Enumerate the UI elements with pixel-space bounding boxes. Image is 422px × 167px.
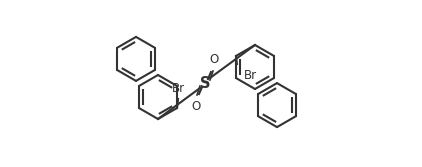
- Text: Br: Br: [171, 82, 184, 95]
- Text: Br: Br: [244, 69, 257, 82]
- Text: O: O: [191, 100, 200, 113]
- Text: S: S: [200, 75, 210, 91]
- Text: O: O: [209, 53, 219, 66]
